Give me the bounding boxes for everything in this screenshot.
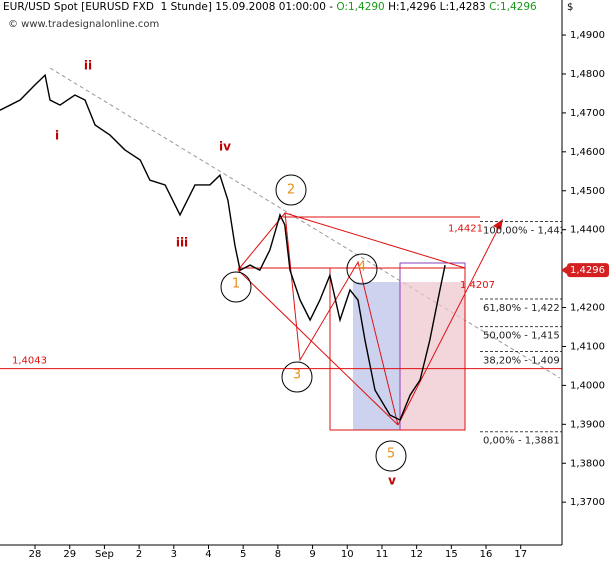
last-price-pointer bbox=[561, 266, 567, 275]
count-circle bbox=[346, 253, 378, 285]
fib-label: 61,80% - 1,422 bbox=[483, 303, 560, 314]
level-label: 1,4043 bbox=[12, 356, 47, 367]
currency: $ bbox=[567, 2, 573, 13]
y-tick-label: 1,3900 bbox=[570, 419, 605, 430]
header-high: H:1,4296 bbox=[388, 1, 436, 13]
y-tick-label: 1,4500 bbox=[570, 186, 605, 197]
zone-pink bbox=[400, 282, 465, 430]
trend-line bbox=[49, 67, 561, 379]
header-low: L:1,4283 bbox=[440, 1, 486, 13]
header: EUR/USD Spot [EURUSD FXD 1 Stunde] 15.09… bbox=[3, 1, 537, 13]
y-tick-label: 1,4000 bbox=[570, 380, 605, 391]
wave-label: v bbox=[388, 474, 396, 488]
zone-blue bbox=[353, 282, 400, 430]
price-line bbox=[0, 73, 446, 421]
x-tick-label: 3 bbox=[171, 549, 177, 560]
y-axis-panel bbox=[562, 0, 610, 562]
price-label: 1,4421 bbox=[448, 224, 483, 235]
x-tick-label: 8 bbox=[275, 549, 281, 560]
y-tick-label: 1,4800 bbox=[570, 69, 605, 80]
fib-label: 0,00% - 1,3881 bbox=[483, 436, 560, 447]
x-tick-label: 4 bbox=[205, 549, 211, 560]
fib-label: 100,00% - 1,4421 bbox=[483, 226, 572, 237]
y-tick-label: 1,3800 bbox=[570, 458, 605, 469]
y-tick-label: 1,4200 bbox=[570, 303, 605, 314]
wave-count: 5 bbox=[387, 447, 395, 462]
wave-count: 3 bbox=[293, 368, 301, 383]
wave-label: ii bbox=[84, 59, 92, 73]
channel-line bbox=[284, 212, 466, 269]
x-tick-label: 9 bbox=[309, 549, 315, 560]
x-tick-label: 10 bbox=[341, 549, 354, 560]
wave-count: 1 bbox=[232, 277, 240, 292]
y-tick-label: 1,4400 bbox=[570, 225, 605, 236]
header-open: O:1,4290 bbox=[336, 1, 384, 13]
projection bbox=[397, 224, 501, 426]
count-circle bbox=[275, 174, 307, 206]
header-close: C:1,4296 bbox=[489, 1, 537, 13]
count-circle bbox=[375, 440, 407, 472]
count-circle bbox=[281, 361, 313, 393]
x-tick-label: 29 bbox=[63, 549, 76, 560]
count-circle bbox=[220, 271, 252, 303]
header-title: EUR/USD Spot [EURUSD FXD 1 Stunde] 15.09… bbox=[3, 1, 333, 13]
x-tick-label: 17 bbox=[514, 549, 527, 560]
wave-label: iii bbox=[176, 236, 188, 250]
y-tick-label: 1,4700 bbox=[570, 108, 605, 119]
y-tick-label: 1,4100 bbox=[570, 341, 605, 352]
y-tick-label: 1,4600 bbox=[570, 147, 605, 158]
wave-label: iv bbox=[219, 140, 231, 154]
last-price-box bbox=[567, 263, 609, 278]
fib-label: 50,00% - 1,415 bbox=[483, 331, 560, 342]
wave-path bbox=[237, 211, 399, 426]
y-tick-label: 1,4900 bbox=[570, 30, 605, 41]
x-tick-label: 16 bbox=[480, 549, 493, 560]
x-tick-label: 2 bbox=[136, 549, 142, 560]
x-tick-label: 11 bbox=[376, 549, 389, 560]
fib-label: 38,20% - 1,409 bbox=[483, 356, 560, 367]
wave-count: 4 bbox=[358, 260, 366, 275]
x-tick-label: Sep bbox=[95, 549, 114, 560]
y-tick-label: 1,3700 bbox=[570, 497, 605, 508]
x-tick-label: 12 bbox=[410, 549, 423, 560]
price-label: 1,4207 bbox=[460, 280, 495, 291]
watermark: © www.tradesignalonline.com bbox=[8, 19, 159, 30]
x-tick-label: 15 bbox=[445, 549, 458, 560]
wave-label: i bbox=[55, 129, 59, 143]
last-price-label: 1,4296 bbox=[570, 265, 605, 276]
plot-area: 1 2 3 4 5 ii i iv iii v © www.tradesigna… bbox=[0, 19, 572, 488]
x-tick-label: 5 bbox=[240, 549, 246, 560]
x-tick-label: 28 bbox=[29, 549, 42, 560]
x-axis-panel bbox=[0, 545, 562, 562]
channel-line bbox=[237, 269, 399, 426]
wave-count: 2 bbox=[287, 183, 295, 198]
